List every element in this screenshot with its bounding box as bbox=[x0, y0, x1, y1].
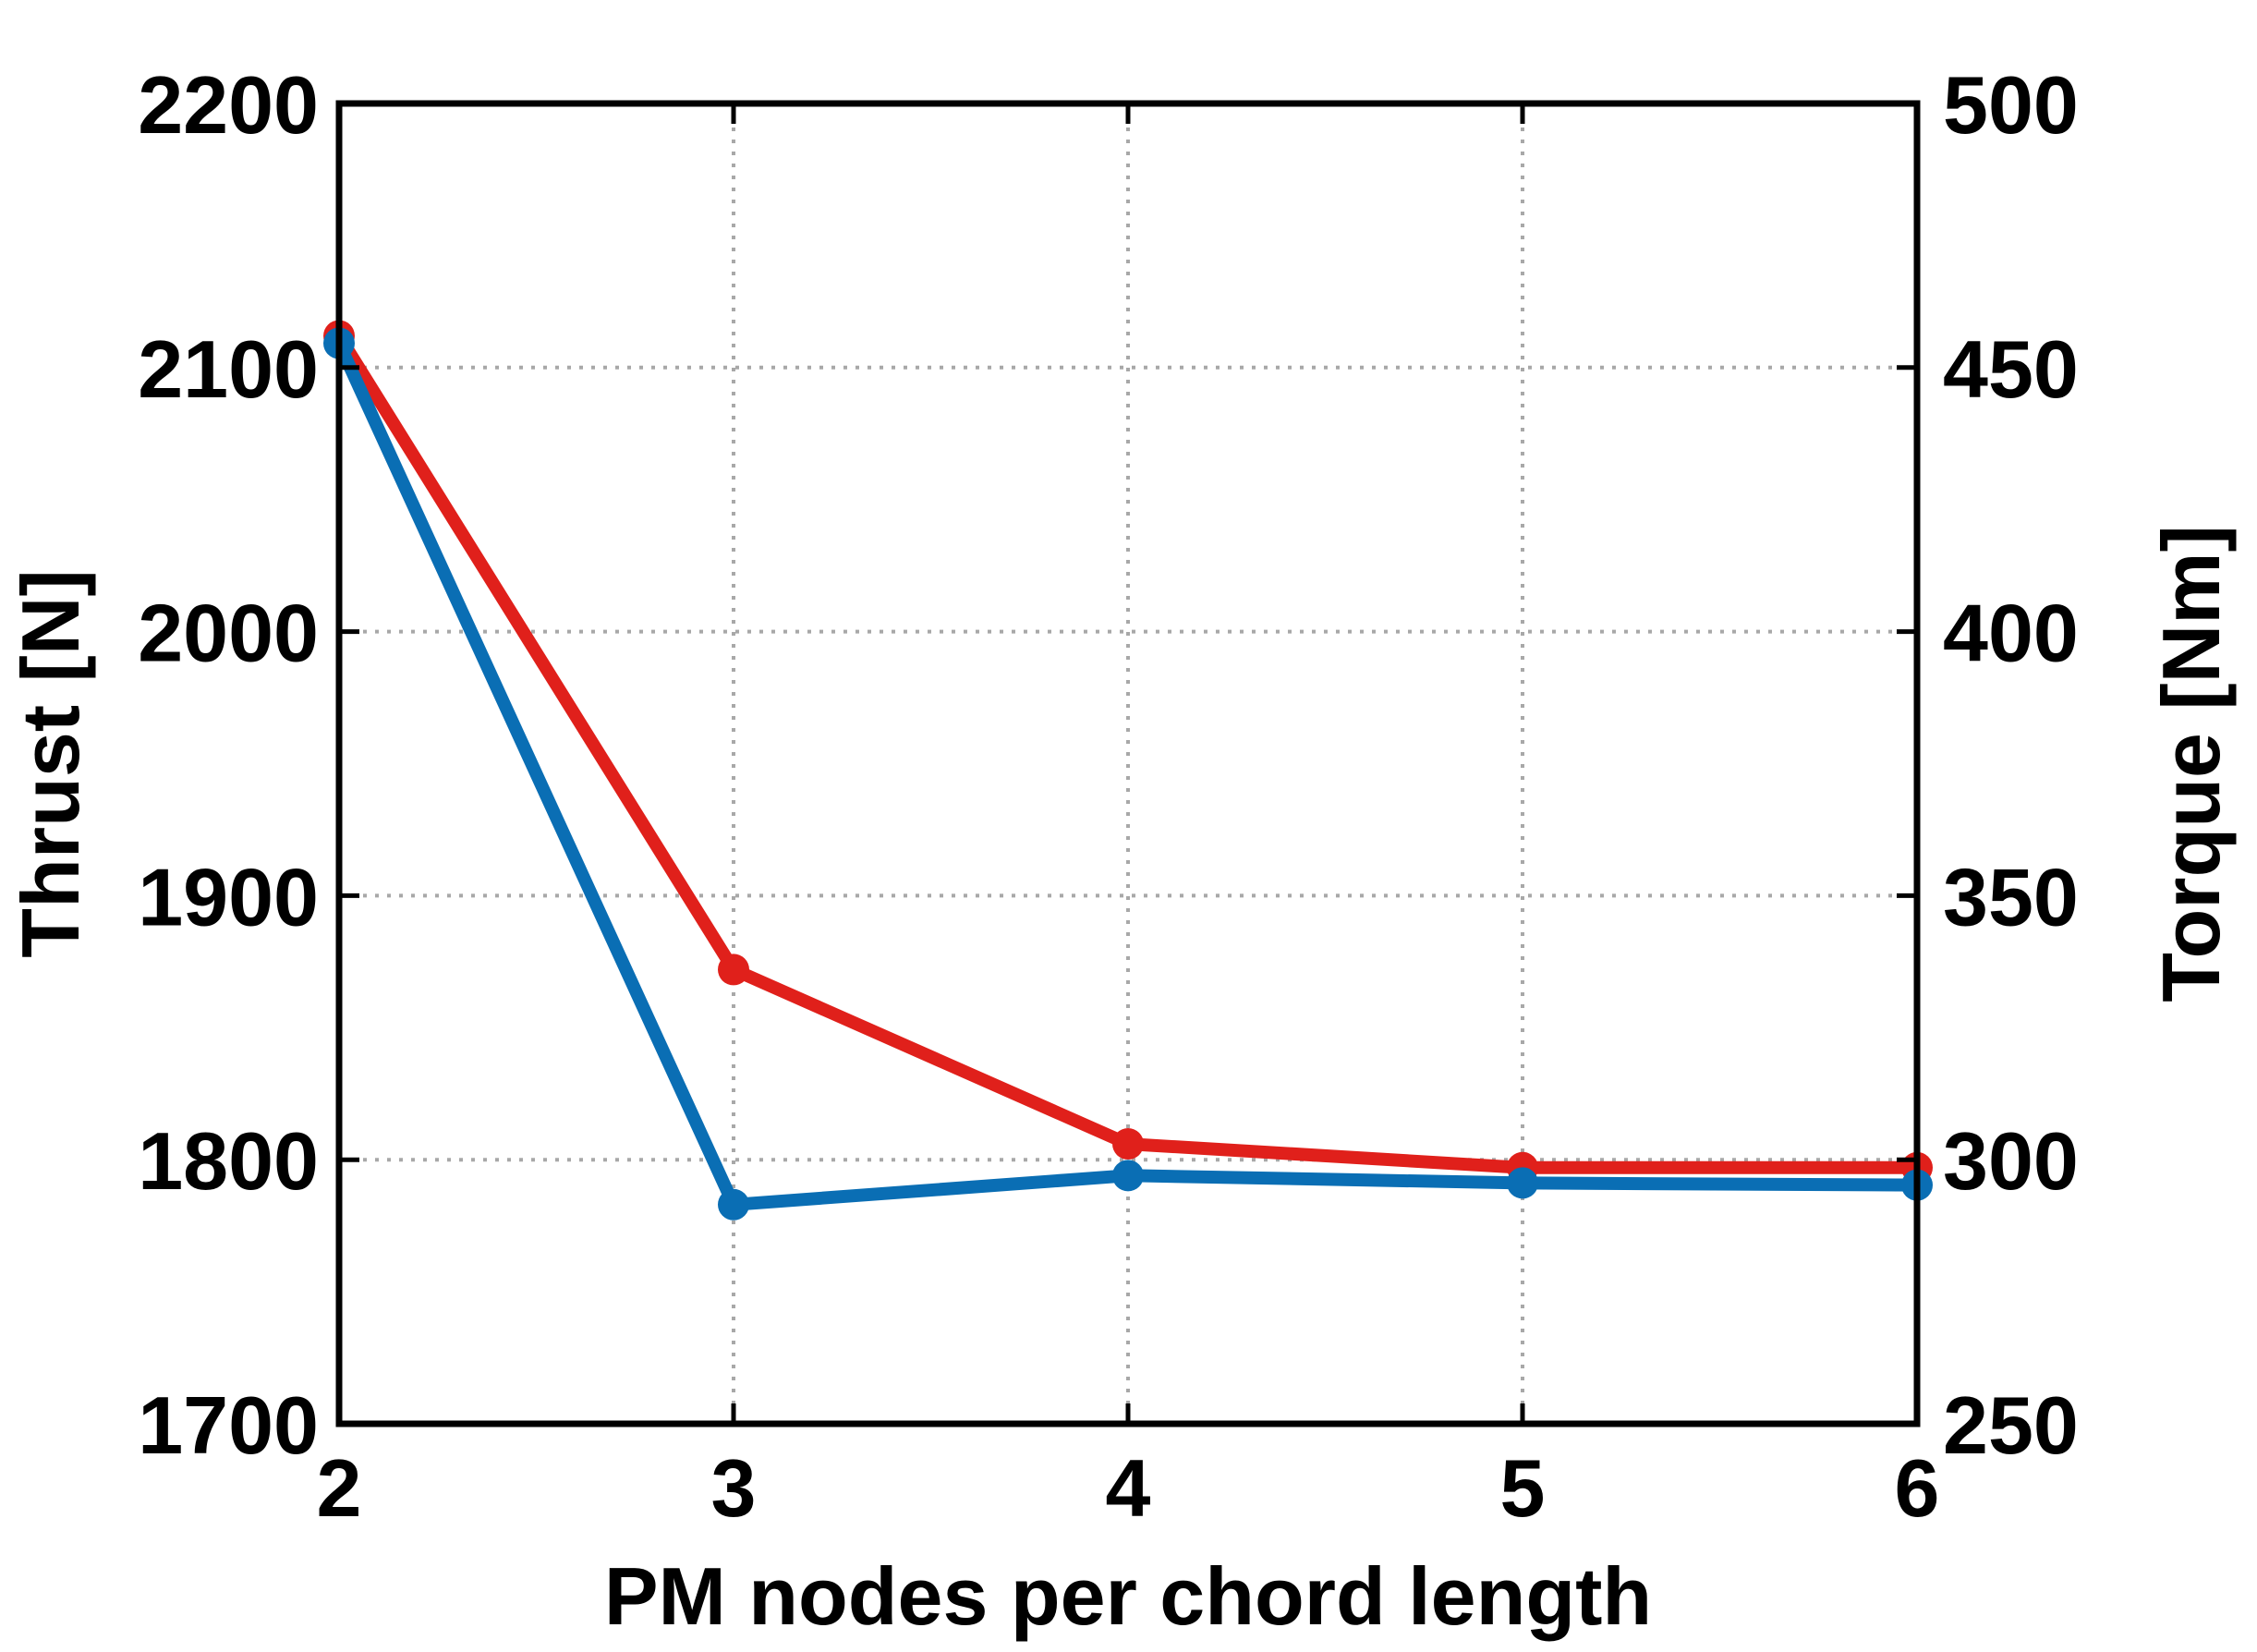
y-left-tick-label: 1900 bbox=[138, 851, 319, 942]
data-point bbox=[1112, 1128, 1144, 1160]
y-right-tick-label: 450 bbox=[1943, 323, 2079, 415]
y-axis-left-title: Thrust [N] bbox=[5, 569, 96, 957]
x-tick-label: 5 bbox=[1500, 1442, 1546, 1534]
y-left-tick-label: 2200 bbox=[138, 59, 319, 151]
tick-labels: 1700 1800 1900 2000 2100 2200 250 300 350 400 450 5… bbox=[138, 59, 2079, 1534]
y-left-tick-label: 1800 bbox=[138, 1115, 319, 1207]
y-right-tick-label: 300 bbox=[1943, 1115, 2079, 1207]
x-tick-label: 6 bbox=[1895, 1442, 1940, 1534]
data-point bbox=[718, 954, 749, 986]
plot-frame bbox=[335, 100, 1921, 1427]
y-axis-right-title: Torque [Nm] bbox=[2145, 525, 2237, 1002]
y-right-tick-label: 500 bbox=[1943, 59, 2079, 151]
series-line bbox=[333, 336, 1923, 1211]
series-layer bbox=[323, 320, 1933, 1221]
x-tick-label: 4 bbox=[1106, 1442, 1151, 1534]
y-right-tick-label: 250 bbox=[1943, 1379, 2079, 1471]
y-right-tick-label: 400 bbox=[1943, 588, 2079, 679]
series-right-axis bbox=[323, 327, 1933, 1221]
x-tick-label: 3 bbox=[711, 1442, 757, 1534]
x-tick-label: 2 bbox=[317, 1442, 362, 1534]
y-left-tick-label: 1700 bbox=[138, 1379, 319, 1471]
tick-marks bbox=[336, 101, 1920, 1427]
data-point bbox=[1112, 1160, 1144, 1192]
x-axis-title: PM nodes per chord length bbox=[604, 1550, 1652, 1642]
data-point bbox=[718, 1188, 749, 1221]
y-left-tick-label: 2000 bbox=[138, 588, 319, 679]
y-right-tick-label: 350 bbox=[1943, 851, 2079, 942]
grid-lines bbox=[337, 102, 1919, 1426]
y-left-tick-label: 2100 bbox=[138, 323, 319, 415]
data-point bbox=[1507, 1167, 1538, 1199]
